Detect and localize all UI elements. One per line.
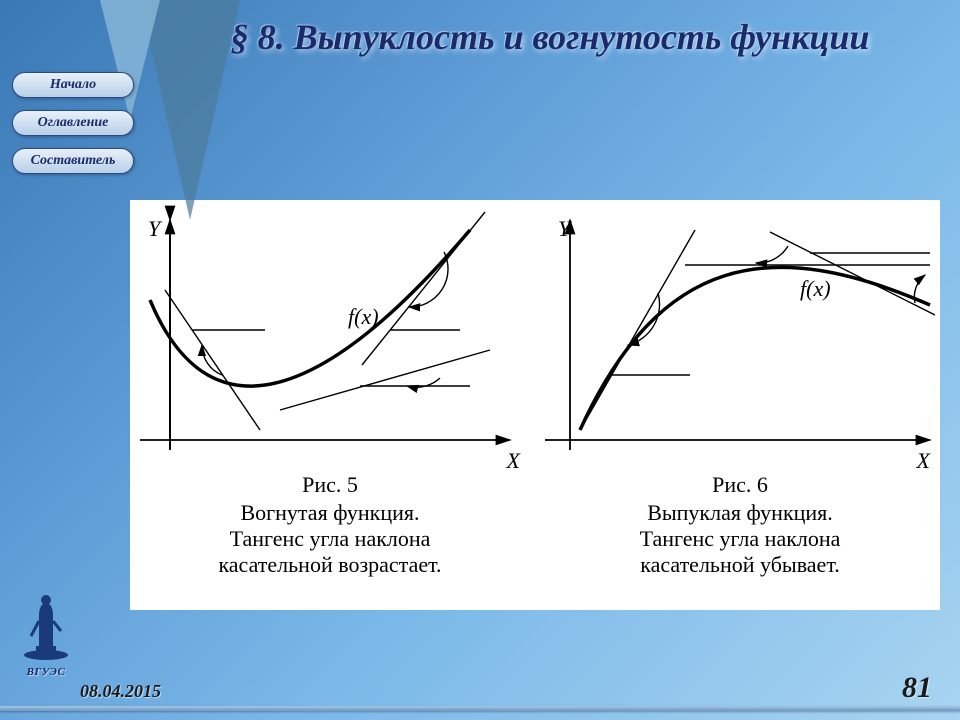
- slide-number: 81: [902, 671, 932, 705]
- figure-6-panel: Y X f(x) Рис.: [540, 200, 940, 610]
- axis-x-label: X: [507, 448, 520, 474]
- figure-5-number: Рис. 5: [130, 472, 530, 498]
- figure-5-line1: Вогнутая функция.: [130, 500, 530, 526]
- figure-6-line3: касательной убывает.: [540, 552, 940, 578]
- function-label: f(x): [800, 276, 831, 302]
- tangent-3-line: [770, 232, 935, 315]
- tangent-3-line: [362, 212, 485, 365]
- concave-curve: [150, 230, 470, 386]
- tangent-2-arc: [756, 246, 788, 263]
- figure-6-number: Рис. 6: [540, 472, 940, 498]
- axis-x-label: X: [917, 448, 930, 474]
- function-label: f(x): [348, 304, 379, 330]
- figure-6-line1: Выпуклая функция.: [540, 500, 940, 526]
- page-title: § 8. Выпуклость и вогнутость функции: [180, 16, 920, 59]
- convex-curve: [580, 267, 930, 430]
- figure-6-caption: Рис. 6 Выпуклая функция. Тангенс угла на…: [540, 472, 940, 578]
- slide-date: 08.04.2015: [80, 681, 161, 702]
- figure-5-caption: Рис. 5 Вогнутая функция. Тангенс угла на…: [130, 472, 530, 578]
- figure-6-line2: Тангенс угла наклона: [540, 526, 940, 552]
- institution-abbrev: ВГУЭС: [18, 666, 74, 678]
- figure-5-line3: касательной возрастает.: [130, 552, 530, 578]
- nav-home-button[interactable]: Начало: [12, 72, 134, 98]
- tangent-2-line: [280, 350, 490, 410]
- nav-sidebar: Начало Оглавление Составитель: [12, 72, 134, 174]
- nav-author-button[interactable]: Составитель: [12, 148, 134, 174]
- axis-y-label: Y: [558, 216, 570, 242]
- figure-6-svg: [540, 200, 940, 470]
- tangent-1-line: [165, 290, 260, 430]
- statue-icon: [21, 591, 71, 661]
- figure-5-panel: Y X f(x): [130, 200, 530, 610]
- content-area: Y X f(x): [130, 200, 940, 610]
- institution-logo: ВГУЭС: [18, 591, 74, 678]
- figure-5-line2: Тангенс угла наклона: [130, 526, 530, 552]
- tangent-1-line: [583, 230, 695, 425]
- footer-bar: [0, 706, 960, 711]
- figure-5-svg: [130, 200, 530, 470]
- nav-toc-button[interactable]: Оглавление: [12, 110, 134, 136]
